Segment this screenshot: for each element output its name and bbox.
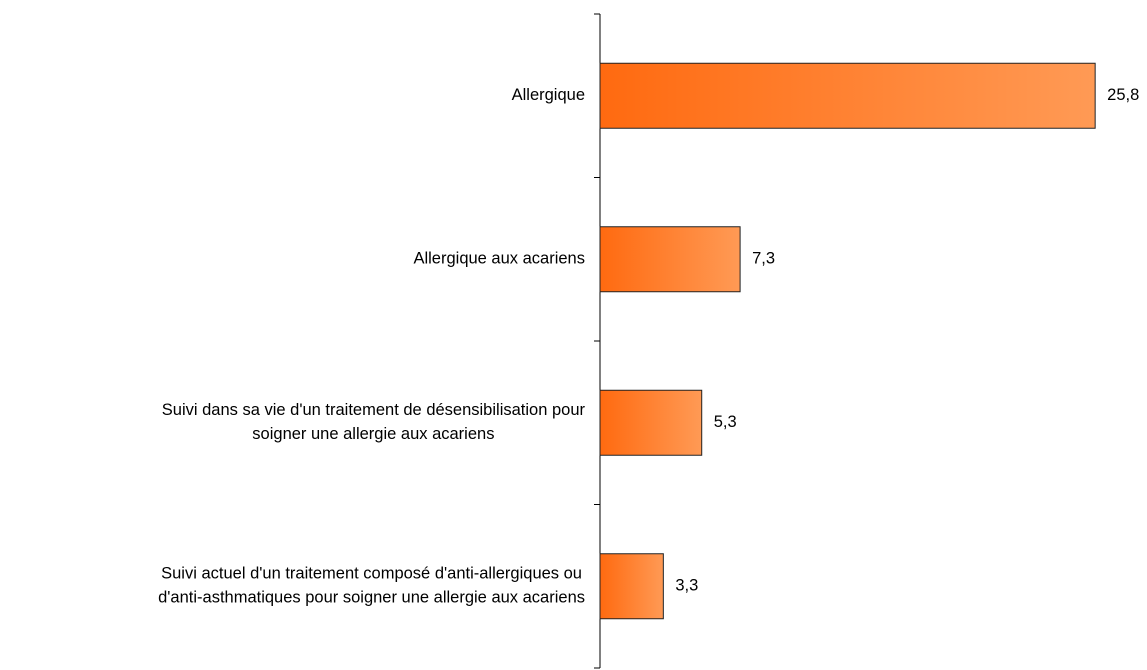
category-label: Suivi actuel d'un traitement composé d'a… (158, 565, 585, 607)
bar (599, 226, 741, 293)
value-label: 25,8 (1107, 86, 1139, 104)
category-label: Allergique (512, 86, 585, 104)
category-label: Suivi dans sa vie d'un traitement de dés… (162, 401, 586, 443)
category-label: Allergique aux acariens (413, 250, 585, 268)
bar (599, 62, 1096, 129)
bar (599, 389, 703, 456)
bar (599, 553, 664, 620)
value-label: 7,3 (752, 250, 775, 268)
value-label: 3,3 (675, 577, 698, 595)
value-label: 5,3 (714, 413, 737, 431)
